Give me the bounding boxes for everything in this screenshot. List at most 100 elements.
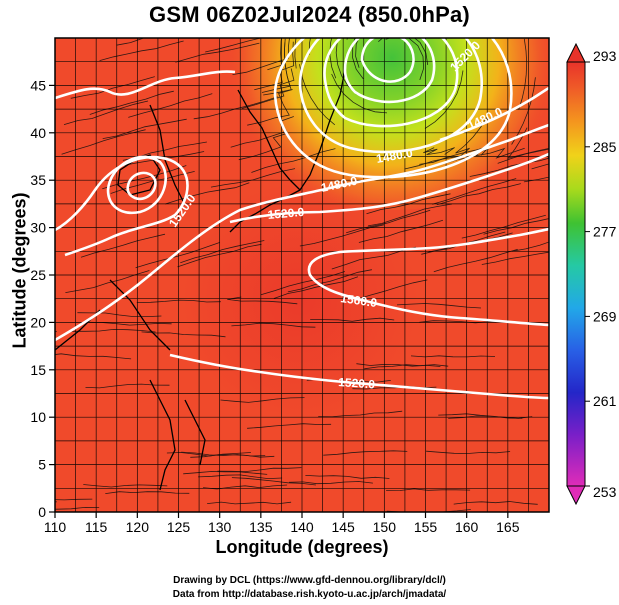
y-tick-label: 30 [30, 220, 46, 236]
streamline [247, 89, 293, 126]
streamline [181, 451, 266, 457]
x-tick-label: 120 [126, 519, 150, 535]
y-tick-label: 5 [38, 457, 46, 473]
streamline [453, 501, 538, 505]
streamline [511, 241, 549, 252]
streamline [80, 233, 166, 258]
streamline [203, 484, 288, 490]
x-tick-label: 115 [85, 519, 108, 535]
contour-label-4: 1560.0 [340, 291, 379, 310]
y-tick-label: 10 [30, 409, 46, 425]
streamline [475, 146, 525, 159]
streamline [507, 127, 549, 159]
streamline [419, 320, 504, 324]
contour-label-6: 1480.0 [375, 146, 414, 166]
colorbar-bottom-arrow [566, 485, 586, 506]
y-axis: 0 5 10 15 20 25 30 35 40 45 [30, 77, 55, 520]
streamline [331, 73, 388, 114]
streamline [105, 491, 190, 494]
streamline [260, 271, 346, 296]
streamline [310, 317, 395, 322]
streamline [102, 165, 187, 190]
streamline [511, 77, 536, 145]
streamline [358, 219, 444, 243]
streamline [385, 38, 425, 81]
streamline [175, 42, 260, 63]
x-tick-label: 150 [373, 519, 397, 535]
streamline [481, 251, 549, 265]
colorbar-top-arrow [566, 42, 586, 63]
streamline [483, 218, 549, 235]
streamline [386, 488, 471, 491]
x-tick-label: 135 [249, 519, 273, 535]
streamline [531, 163, 549, 170]
streamline [85, 383, 170, 389]
credit-data-source: Data from http://database.rish.kyoto-u.a… [172, 589, 447, 600]
coastlines [55, 69, 346, 491]
streamline [378, 38, 429, 65]
colorbar-tick-label: 269 [593, 308, 617, 324]
streamline [135, 242, 220, 269]
streamline [55, 501, 57, 503]
streamline [116, 38, 145, 46]
streamline [63, 100, 149, 125]
plot-area: 1480.0 1520.0 1520.0 1560.0 1520.0 1480.… [55, 38, 549, 512]
streamline [83, 484, 168, 488]
streamline [308, 38, 311, 55]
streamline [141, 331, 226, 338]
x-tick-label: 160 [455, 519, 479, 535]
credit-dcl: Drawing by DCL (https://www.gfd-dennou.o… [173, 575, 446, 586]
x-tick-label: 145 [331, 519, 355, 535]
colorbar-ticks: 293 285 277 269 261 253 [585, 48, 617, 500]
x-tick-label: 130 [208, 519, 232, 535]
streamline [220, 397, 305, 403]
streamline [355, 38, 360, 68]
y-tick-label: 40 [30, 125, 46, 141]
y-tick-label: 25 [30, 267, 46, 283]
colorbar-tick-label: 261 [593, 393, 617, 409]
streamline [251, 148, 336, 173]
streamline [424, 70, 464, 129]
streamline [410, 355, 496, 358]
contour-label-2: 1520.0 [267, 205, 305, 222]
streamline [71, 328, 156, 333]
streamline [426, 450, 511, 454]
colorbar-tick-label: 253 [593, 484, 617, 500]
streamline [99, 40, 184, 61]
streamline [232, 38, 290, 75]
map-grid [55, 38, 549, 512]
x-tick-label: 165 [496, 519, 520, 535]
streamline [227, 296, 298, 305]
streamline [469, 157, 549, 177]
streamline [433, 248, 518, 273]
y-tick-label: 0 [38, 504, 46, 520]
x-axis-label: Longitude (degrees) [215, 537, 389, 557]
streamline [423, 147, 455, 155]
streamline [367, 203, 453, 227]
x-tick-label: 140 [290, 519, 314, 535]
y-tick-label: 15 [30, 362, 46, 378]
streamline [346, 38, 348, 40]
streamline [318, 410, 403, 418]
streamline [77, 312, 162, 317]
streamline [438, 413, 523, 419]
streamline [231, 322, 316, 328]
streamline [288, 481, 373, 485]
streamline [128, 93, 213, 118]
streamline [110, 171, 195, 194]
x-axis: 110 115 120 125 130 135 140 145 150 155 160 165 [44, 512, 520, 535]
streamline [89, 90, 174, 115]
colorbar-gradient [566, 61, 586, 487]
streamline [166, 452, 251, 457]
streamline [436, 183, 521, 206]
streamline [183, 471, 268, 475]
colorbar-tick-label: 285 [593, 139, 617, 155]
streamline [180, 240, 265, 264]
x-tick-label: 125 [167, 519, 191, 535]
streamline [165, 182, 250, 205]
x-tick-label: 155 [414, 519, 438, 535]
streamline [448, 415, 533, 419]
streamline [55, 331, 57, 333]
streamline [461, 214, 546, 239]
streamline [346, 209, 431, 234]
